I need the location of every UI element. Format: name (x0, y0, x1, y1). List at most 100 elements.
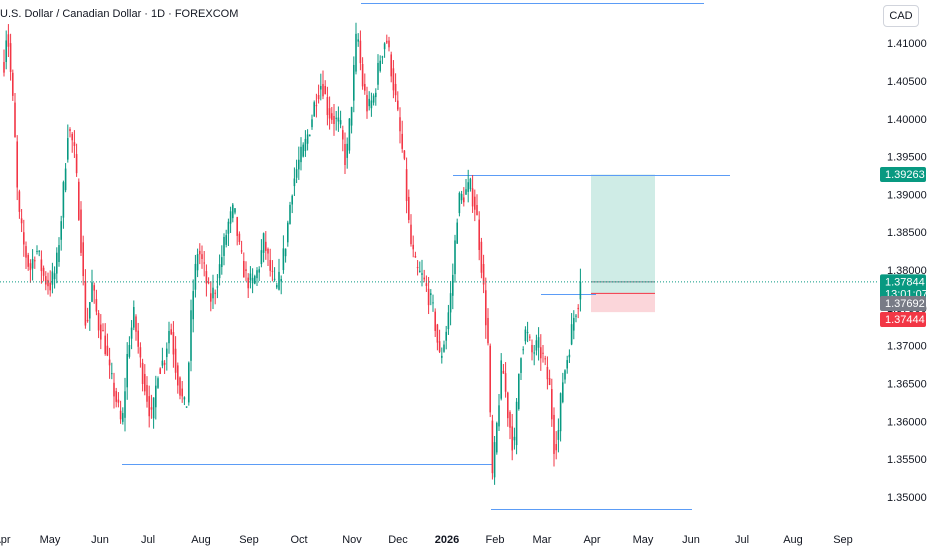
candle (238, 231, 241, 245)
candle (342, 125, 344, 152)
candle (394, 73, 397, 102)
x-tick-label: Sep (833, 534, 853, 546)
candle (278, 258, 280, 291)
horizontal-levels (122, 3, 730, 510)
candle (377, 54, 379, 91)
candle (493, 436, 496, 485)
candle (551, 378, 553, 427)
candle (507, 391, 509, 427)
candle (445, 325, 447, 350)
candle (520, 357, 522, 380)
candle (14, 93, 16, 138)
x-tick-label: Feb (486, 534, 505, 546)
candle (311, 114, 313, 130)
x-tick-label: Apr (0, 534, 11, 546)
candle (465, 178, 467, 195)
currency-button[interactable]: CAD (883, 5, 919, 27)
candle (293, 167, 296, 197)
candle (300, 137, 302, 171)
candle (361, 57, 364, 90)
candle (240, 240, 243, 254)
candle (348, 118, 351, 154)
candle (280, 275, 282, 295)
candle (487, 308, 489, 346)
candle (23, 219, 25, 257)
x-tick-label: Aug (783, 534, 803, 546)
loss-zone[interactable] (591, 293, 655, 313)
y-tick-label: 1.38000 (887, 265, 927, 277)
candle (128, 336, 131, 359)
candle (111, 362, 113, 380)
x-tick-label: Jun (91, 534, 109, 546)
candle (357, 33, 359, 47)
candle (86, 307, 89, 323)
candle (115, 387, 117, 408)
candle (313, 100, 315, 117)
candle (379, 55, 381, 73)
candle (135, 314, 137, 341)
candle (438, 329, 441, 354)
candle (298, 146, 300, 180)
candle (315, 93, 318, 118)
candle (515, 398, 518, 455)
candle (441, 347, 443, 364)
candle (460, 190, 463, 204)
candle (174, 336, 177, 380)
candle (353, 56, 355, 113)
candle (137, 322, 139, 354)
y-tick-label: 1.36000 (887, 416, 927, 428)
candle (526, 321, 529, 343)
candle (126, 342, 128, 400)
candle (284, 248, 287, 263)
candle (579, 268, 582, 312)
candle (544, 355, 546, 366)
candle (366, 86, 368, 119)
candle (267, 247, 269, 267)
y-tick-label: 1.39000 (887, 189, 927, 201)
candle (119, 400, 122, 424)
candle (577, 304, 579, 319)
time-axis[interactable]: Apr May Jun Jul Aug Sep Oct Nov Dec 2026 Feb Mar Apr… (0, 534, 853, 546)
candle (20, 208, 23, 233)
price-axis[interactable]: 1.41000 1.40500 1.40000 1.39500 1.39000 1.385… (887, 38, 927, 504)
candle (157, 376, 159, 389)
candle (304, 130, 307, 157)
candle (335, 110, 337, 131)
candle (262, 232, 265, 263)
candle (203, 250, 205, 277)
target-price-badge: 1.39263 (880, 167, 926, 183)
profit-zone[interactable] (591, 174, 655, 294)
candle (163, 360, 166, 375)
candle (456, 218, 458, 244)
candle (29, 259, 32, 283)
y-tick-label: 1.37000 (887, 341, 927, 353)
candle (454, 234, 456, 283)
candle (9, 33, 12, 81)
candle (467, 169, 469, 203)
position-zones (591, 174, 655, 313)
candle (73, 130, 76, 158)
candle (34, 256, 36, 269)
candle (326, 86, 329, 126)
candle (289, 201, 291, 225)
candle (104, 323, 106, 356)
candle (258, 266, 260, 282)
candle (60, 215, 62, 251)
symbol-title[interactable]: U.S. Dollar / Canadian Dollar · 1D · FOR… (0, 8, 239, 20)
x-tick-label: Apr (583, 534, 600, 546)
candle (397, 91, 399, 112)
x-tick-label: Oct (290, 534, 307, 546)
candle (331, 106, 333, 124)
candle (566, 355, 568, 374)
candle (482, 254, 485, 294)
candle (372, 93, 375, 106)
candle (159, 367, 161, 375)
candle (106, 333, 109, 357)
candle (524, 326, 527, 345)
candle (489, 343, 491, 418)
candle (194, 254, 197, 298)
candle (339, 110, 342, 129)
candle (463, 187, 465, 207)
